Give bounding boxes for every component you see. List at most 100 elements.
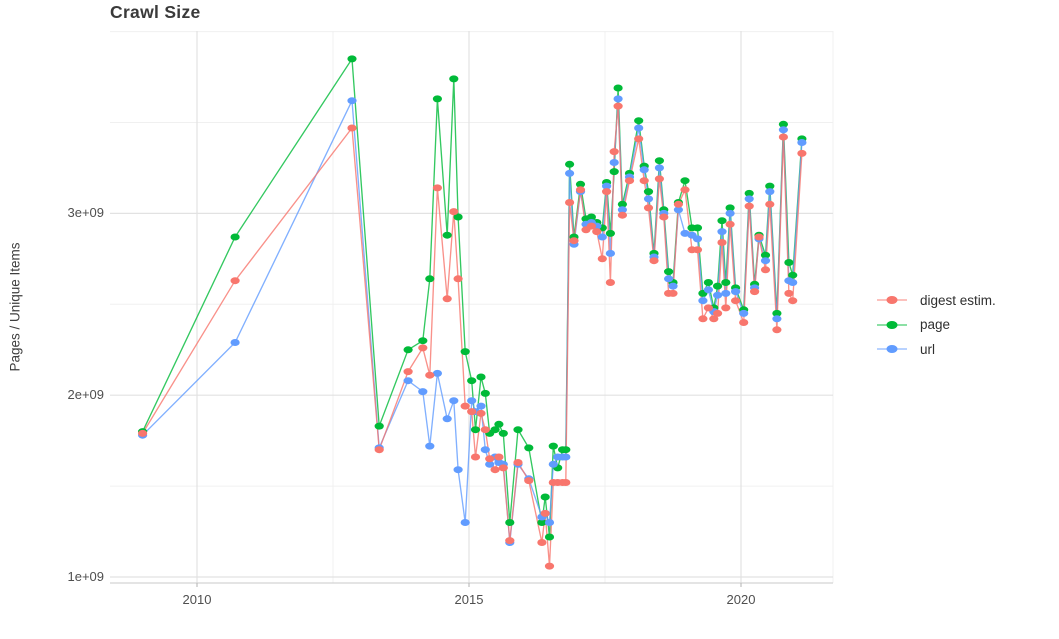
data-point (432, 369, 442, 377)
data-point (692, 246, 703, 254)
data-point (442, 231, 452, 239)
data-point (784, 289, 794, 297)
data-point (624, 177, 635, 185)
data-point (592, 228, 602, 236)
legend-key-icon (877, 293, 907, 307)
data-point (634, 117, 644, 125)
data-point (717, 239, 727, 246)
data-point (654, 175, 665, 183)
data-point (442, 295, 452, 303)
data-point (609, 148, 619, 156)
data-point (425, 442, 435, 450)
data-point (634, 124, 644, 132)
data-point (649, 257, 659, 265)
chart-title: Crawl Size (110, 2, 201, 22)
data-point (418, 344, 428, 352)
data-point (425, 371, 435, 379)
data-point (605, 229, 616, 237)
data-point (659, 213, 669, 221)
data-point (788, 279, 798, 286)
data-point (717, 228, 727, 236)
data-point (754, 233, 764, 241)
data-point (617, 211, 628, 219)
data-point (544, 562, 555, 570)
data-point (505, 537, 515, 545)
data-point (731, 297, 741, 305)
gridlines-minor (110, 31, 834, 583)
data-point (490, 466, 500, 474)
data-point (449, 397, 459, 405)
y-tick-label: 3e+09 (67, 205, 104, 221)
data-point (470, 426, 481, 434)
data-point (485, 460, 495, 468)
data-point (784, 259, 794, 266)
data-point (680, 177, 690, 185)
data-point (721, 304, 731, 312)
legend: digest estim. page url (877, 288, 996, 362)
data-point (537, 519, 547, 526)
data-point (778, 126, 789, 134)
legend-item-page: page (877, 313, 996, 338)
data-point (739, 309, 749, 317)
data-point (476, 373, 486, 381)
data-point (230, 233, 240, 241)
y-tick-label: 1e+09 (67, 569, 104, 584)
data-point (467, 408, 477, 416)
data-point (138, 429, 148, 437)
data-point (797, 149, 807, 157)
data-point (449, 75, 459, 83)
data-point (778, 133, 789, 141)
data-point (524, 477, 534, 485)
data-point (403, 346, 413, 354)
data-point (617, 206, 628, 214)
data-point (432, 95, 442, 103)
data-point (230, 339, 240, 346)
data-point (713, 282, 723, 290)
data-point (654, 157, 665, 165)
data-point (347, 124, 357, 132)
x-axis-line (110, 582, 833, 587)
data-point (739, 319, 749, 326)
data-point (476, 402, 486, 410)
data-point (765, 188, 775, 196)
data-point (494, 420, 504, 428)
data-point (565, 199, 575, 206)
legend-key-icon (877, 342, 907, 356)
data-point (713, 309, 723, 317)
data-point (692, 235, 703, 243)
data-point (605, 279, 616, 286)
data-point (617, 200, 628, 208)
data-point (460, 519, 470, 526)
data-point (772, 315, 782, 323)
data-point (480, 446, 490, 454)
data-point (680, 186, 690, 194)
data-point (725, 220, 735, 228)
data-point (460, 402, 470, 410)
data-point (713, 291, 723, 299)
series-points-page (138, 55, 807, 541)
data-point (476, 409, 486, 417)
data-point (565, 160, 575, 168)
data-point (731, 288, 741, 296)
data-point (540, 509, 550, 517)
y-tick-label: 2e+09 (67, 387, 104, 403)
data-point (347, 97, 357, 105)
data-point (692, 224, 703, 232)
data-point (778, 120, 789, 128)
data-point (403, 368, 413, 376)
x-tick-label: 2010 (182, 592, 212, 607)
series-line-digest-estim- (142, 106, 803, 567)
data-point (453, 213, 463, 221)
data-point (425, 275, 435, 283)
data-point (548, 460, 558, 468)
data-point (453, 466, 463, 474)
data-point (586, 213, 597, 221)
data-point (418, 337, 428, 345)
data-point (613, 95, 623, 103)
data-point (561, 446, 571, 454)
data-point (442, 415, 452, 423)
data-point (609, 159, 619, 166)
data-point (703, 304, 714, 312)
